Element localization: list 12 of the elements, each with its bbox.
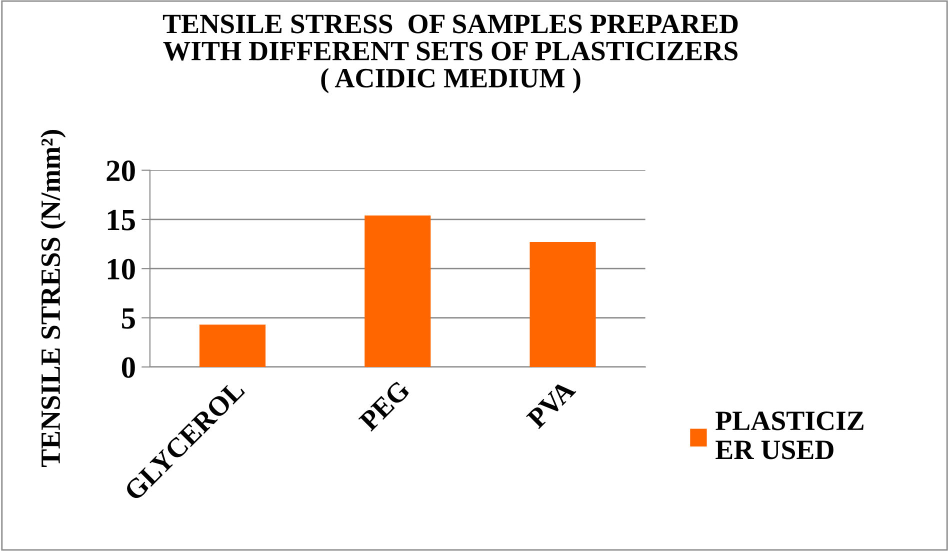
bar [530, 242, 596, 367]
y-tick-label: 0 [122, 357, 135, 378]
y-tick-label: 5 [122, 308, 135, 329]
y-tick-label: 20 [106, 160, 135, 182]
chart-title: TENSILE STRESS OF SAMPLES PREPARED WITH DIFFERENT SETS OF PLASTICIZERS ( ACIDIC MEDIUM ) [162, 14, 738, 94]
bar [199, 324, 266, 367]
bar [364, 216, 431, 367]
y-axis-title: TENSILE STRESS (N/mm²) [40, 130, 66, 468]
y-tick-label: 10 [108, 258, 135, 280]
y-tick-label: 15 [108, 210, 135, 230]
legend-label: PLASTICIZ ER USED [716, 412, 864, 460]
x-tick-label: PVA [526, 378, 577, 430]
